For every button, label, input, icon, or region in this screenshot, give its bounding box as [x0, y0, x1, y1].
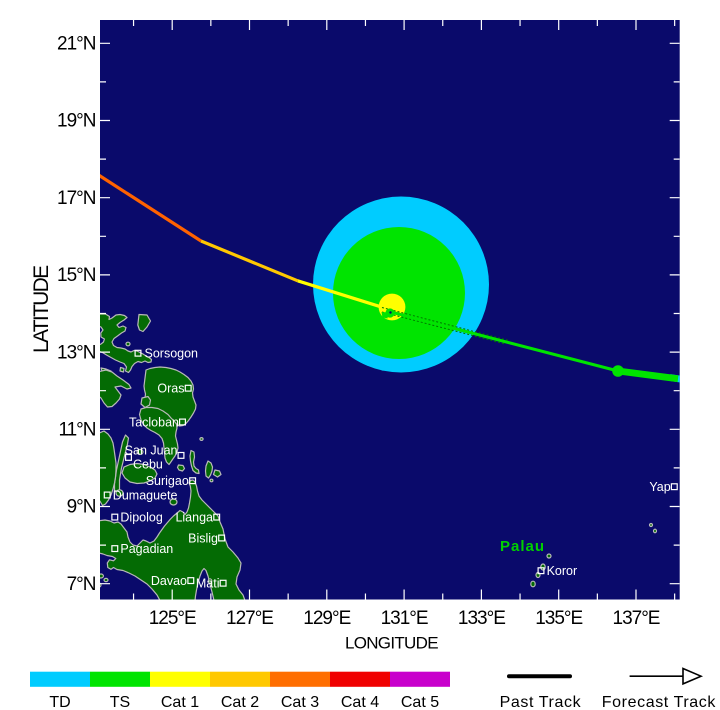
- svg-text:13°N: 13°N: [57, 342, 96, 363]
- svg-text:Cat 2: Cat 2: [221, 694, 259, 710]
- svg-text:17°N: 17°N: [57, 188, 96, 209]
- svg-text:Bislig: Bislig: [188, 531, 218, 545]
- svg-text:127°E: 127°E: [226, 608, 273, 629]
- svg-text:Dipolog: Dipolog: [120, 510, 162, 524]
- svg-text:131°E: 131°E: [381, 608, 428, 629]
- svg-text:Yap: Yap: [649, 480, 670, 494]
- svg-text:9°N: 9°N: [67, 497, 96, 518]
- svg-text:Dumaguete: Dumaguete: [113, 488, 178, 502]
- svg-text:Lianga: Lianga: [175, 510, 213, 524]
- svg-text:15°N: 15°N: [57, 265, 96, 286]
- svg-text:Davao: Davao: [151, 574, 187, 588]
- svg-text:125°E: 125°E: [149, 608, 196, 629]
- svg-text:Cat 3: Cat 3: [281, 694, 319, 710]
- svg-text:137°E: 137°E: [613, 608, 660, 629]
- svg-text:Pagadian: Pagadian: [120, 542, 173, 556]
- svg-text:TD: TD: [49, 694, 70, 710]
- svg-text:Oras: Oras: [157, 382, 184, 396]
- svg-text:Cebu: Cebu: [133, 457, 163, 471]
- svg-text:Koror: Koror: [547, 564, 578, 578]
- svg-text:Past Track: Past Track: [500, 694, 582, 710]
- svg-text:7°N: 7°N: [67, 574, 96, 595]
- svg-text:21°N: 21°N: [57, 34, 96, 55]
- svg-text:Mati: Mati: [196, 577, 220, 591]
- svg-text:19°N: 19°N: [57, 111, 96, 132]
- svg-text:11°N: 11°N: [58, 420, 95, 441]
- svg-text:Cat 5: Cat 5: [401, 694, 439, 710]
- svg-text:San Juan: San Juan: [125, 444, 178, 458]
- svg-text:133°E: 133°E: [458, 608, 505, 629]
- svg-text:LATITUDE: LATITUDE: [30, 265, 53, 353]
- svg-text:Tacloban: Tacloban: [129, 415, 179, 429]
- svg-text:TS: TS: [110, 694, 130, 710]
- svg-text:Cat 1: Cat 1: [161, 694, 199, 710]
- svg-text:LONGITUDE: LONGITUDE: [345, 634, 438, 653]
- svg-text:Palau: Palau: [500, 538, 545, 555]
- svg-text:Forecast Track: Forecast Track: [602, 694, 717, 710]
- svg-text:129°E: 129°E: [303, 608, 350, 629]
- svg-text:Surigao: Surigao: [146, 474, 189, 488]
- svg-text:135°E: 135°E: [535, 608, 582, 629]
- svg-text:Cat 4: Cat 4: [341, 694, 379, 710]
- svg-text:Sorsogon: Sorsogon: [145, 347, 199, 361]
